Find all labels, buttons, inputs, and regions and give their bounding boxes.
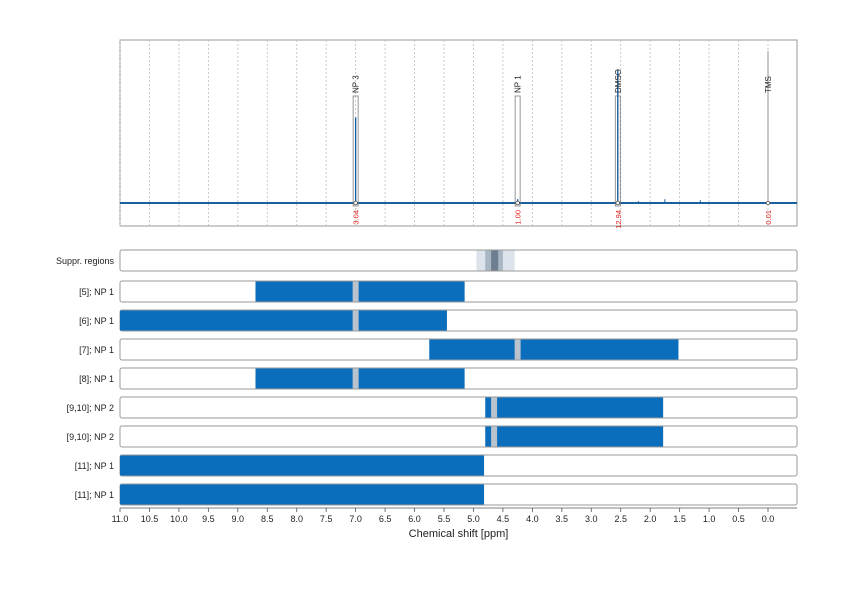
range-bar <box>485 426 664 447</box>
range-notch <box>352 310 359 331</box>
range-row-label: [9,10]; NP 2 <box>67 432 114 442</box>
x-tick-label: 10.5 <box>141 514 159 524</box>
range-notch <box>352 281 359 302</box>
suppr-row-label: Suppr. regions <box>56 256 115 266</box>
range-row-label: [8]; NP 1 <box>79 374 114 384</box>
x-tick-label: 3.0 <box>585 514 598 524</box>
range-row-label: [11]; NP 1 <box>75 490 114 500</box>
range-row-label: [9,10]; NP 2 <box>67 403 114 413</box>
range-notch <box>352 368 359 389</box>
peak-label: NP 1 <box>514 75 523 93</box>
range-row-label: [11]; NP 1 <box>75 461 114 471</box>
range-bar <box>485 397 664 418</box>
x-tick-label: 8.5 <box>261 514 274 524</box>
peak-integral: 12.94 <box>614 210 623 229</box>
x-tick-label: 5.0 <box>467 514 480 524</box>
x-tick-label: 6.5 <box>379 514 392 524</box>
x-tick-label: 6.0 <box>408 514 421 524</box>
x-tick-label: 0.0 <box>762 514 775 524</box>
x-tick-label: 9.5 <box>202 514 215 524</box>
x-tick-label: 8.0 <box>290 514 303 524</box>
peak-marker <box>765 200 771 206</box>
x-tick-label: 5.5 <box>438 514 451 524</box>
peak-region-box <box>514 95 521 207</box>
x-tick-label: 7.0 <box>349 514 362 524</box>
range-row-label: [5]; NP 1 <box>79 287 114 297</box>
range-notch <box>491 426 498 447</box>
range-bar <box>120 310 447 331</box>
range-bar <box>120 484 485 505</box>
range-row-frame <box>119 396 798 419</box>
peak-marker <box>515 200 520 206</box>
peak-label: NP 3 <box>352 75 361 93</box>
peak-integral: 3.04 <box>352 210 361 225</box>
peak-marker <box>353 200 358 206</box>
peak-label: TMS <box>764 76 773 93</box>
x-axis-title: Chemical shift [ppm] <box>409 528 509 540</box>
peak-marker <box>615 200 620 206</box>
x-tick-label: 0.5 <box>732 514 745 524</box>
range-row-label: [6]; NP 1 <box>79 316 114 326</box>
spectrum-frame <box>119 39 798 227</box>
x-tick-label: 4.0 <box>526 514 539 524</box>
x-tick-label: 4.5 <box>497 514 510 524</box>
peak-region-box <box>352 95 359 207</box>
suppr-row-frame <box>119 249 798 272</box>
range-notch <box>514 339 521 360</box>
suppr-band <box>491 250 499 271</box>
range-bar <box>429 339 679 360</box>
range-notch <box>491 397 498 418</box>
x-tick-label: 1.0 <box>703 514 716 524</box>
range-bar <box>255 281 465 302</box>
range-row-frame <box>119 425 798 448</box>
x-tick-label: 7.5 <box>320 514 333 524</box>
x-tick-label: 3.5 <box>556 514 569 524</box>
peak-label: DMSO <box>614 69 623 93</box>
x-tick-label: 2.5 <box>614 514 627 524</box>
peak-integral: 0.01 <box>764 210 773 225</box>
x-tick-label: 2.0 <box>644 514 657 524</box>
range-bar <box>255 368 465 389</box>
range-bar <box>120 455 485 476</box>
range-row-label: [7]; NP 1 <box>79 345 114 355</box>
x-tick-label: 1.5 <box>673 514 686 524</box>
x-tick-label: 9.0 <box>232 514 245 524</box>
x-tick-label: 10.0 <box>170 514 188 524</box>
peak-integral: 1.00 <box>514 210 523 225</box>
x-tick-label: 11.0 <box>112 514 129 524</box>
